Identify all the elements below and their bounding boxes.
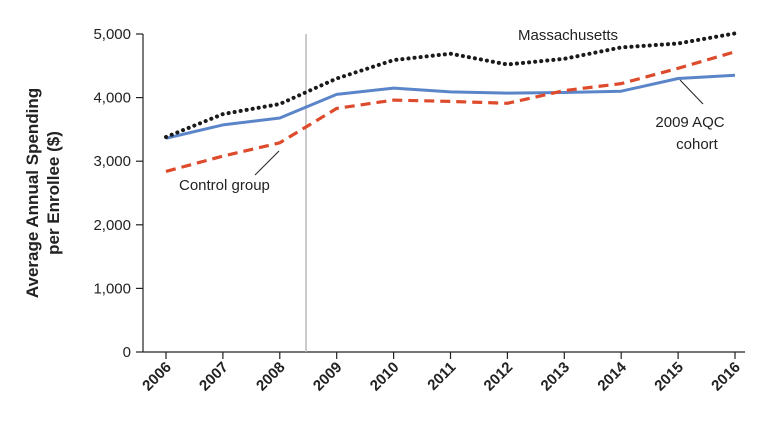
x-tick-label: 2008 [253,359,289,395]
series-labels: Massachusetts 2009 AQC cohort Control gr… [179,27,725,194]
y-tick-label: 4,000 [93,90,131,107]
y-tick-label: 5,000 [93,26,131,43]
series-line-control-group [165,50,736,173]
y-axis-title-line2: per Enrollee ($) [44,131,63,255]
aqc-cohort-label-line1: 2009 AQC [655,114,724,131]
x-tick-label: 2011 [424,359,459,394]
series-lines [164,31,737,173]
x-axis-ticks: 2006 2007 2008 2009 2010 2011 2012 2013 2014 2015… [139,352,744,394]
series-line-massachusetts [164,31,737,139]
aqc-cohort-leader-line [679,79,704,105]
massachusetts-label: Massachusetts [518,27,618,44]
control-group-leader-line [254,150,280,176]
x-tick-label: 2013 [538,359,574,395]
control-group-label: Control group [179,177,270,194]
y-tick-label: 1,000 [93,280,131,297]
x-tick-label: 2014 [594,358,630,394]
x-tick-label: 2016 [708,359,744,395]
series-line-2009-aqc-cohort [165,73,736,140]
x-tick-label: 2007 [196,359,232,395]
x-tick-label: 2015 [651,359,687,395]
x-tick-label: 2009 [310,359,346,395]
x-tick-label: 2010 [367,359,403,395]
y-tick-label: 3,000 [93,153,131,170]
y-axis-ticks: 0 1,000 2,000 3,000 4,000 5,000 [93,26,143,361]
x-tick-label: 2006 [139,359,175,395]
x-tick-label: 2012 [481,359,517,395]
aqc-cohort-label-line2: cohort [676,136,719,153]
y-axis-title-line1: Average Annual Spending [23,88,42,298]
y-tick-label: 0 [123,344,131,361]
y-tick-label: 2,000 [93,217,131,234]
y-axis-title: Average Annual Spending per Enrollee ($) [23,88,63,298]
